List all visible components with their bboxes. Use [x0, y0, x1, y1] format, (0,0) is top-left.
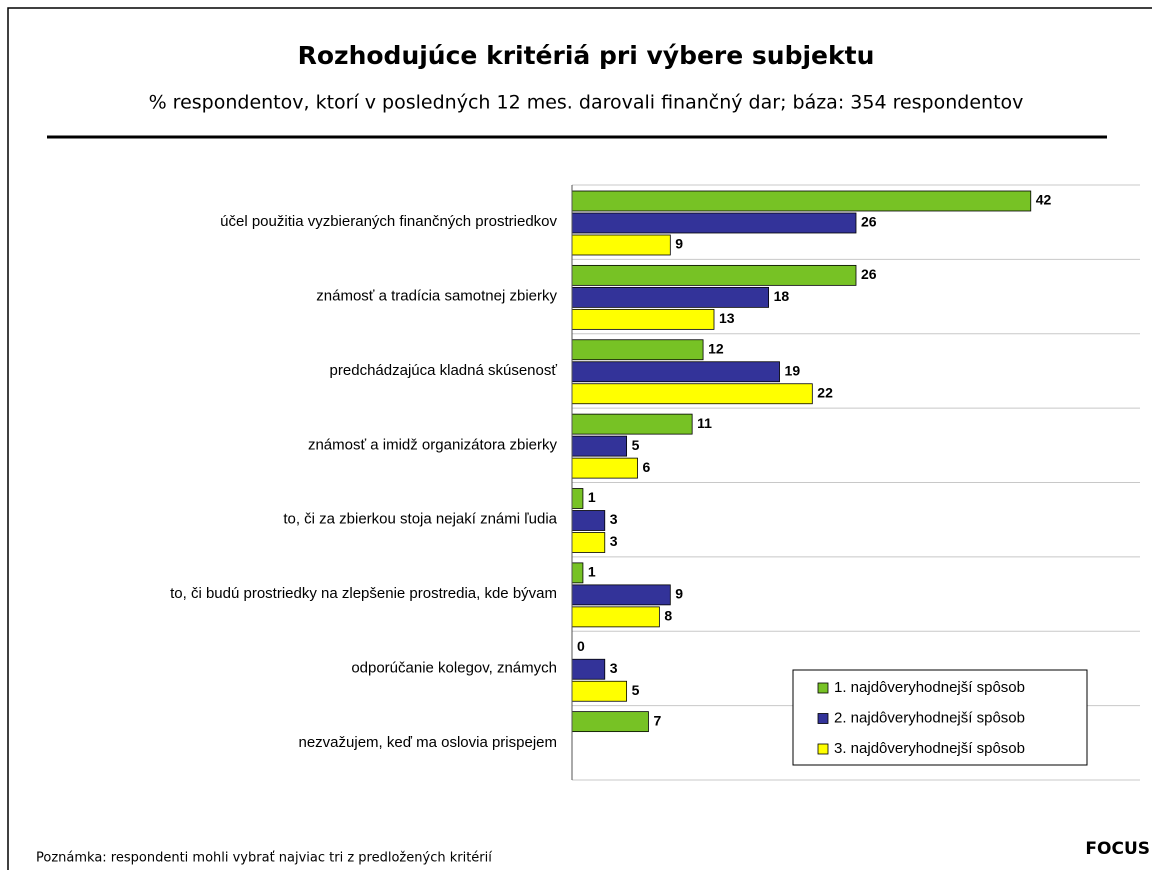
chart-subtitle: % respondentov, ktorí v posledných 12 me…	[149, 92, 1024, 114]
bar	[571, 711, 649, 733]
y-tick-label: účel použitia vyzbieraných finančných pr…	[220, 213, 557, 230]
bar	[571, 413, 693, 435]
bar	[571, 457, 638, 479]
value-label: 26	[861, 214, 877, 230]
value-label: 19	[785, 362, 801, 378]
bar	[571, 488, 584, 509]
value-label: 11	[697, 415, 712, 431]
legend-swatch	[817, 682, 829, 694]
bar	[571, 532, 606, 553]
bar	[571, 308, 715, 330]
bar	[571, 658, 606, 680]
value-label: 13	[719, 310, 735, 326]
bar	[571, 212, 857, 234]
y-tick-label: to, či budú prostriedky na zlepšenie pro…	[170, 585, 557, 602]
y-tick-label: predchádzajúca kladná skúsenosť	[330, 362, 558, 379]
bar	[571, 190, 1032, 212]
y-tick-label: odporúčanie kolegov, známych	[351, 659, 557, 676]
value-label: 7	[653, 712, 661, 728]
value-label: 0	[577, 638, 585, 654]
bar	[571, 510, 606, 531]
value-label: 8	[664, 608, 672, 624]
bar	[571, 383, 813, 405]
y-tick-label: známosť a tradícia samotnej zbierky	[316, 288, 557, 305]
brand: FOCUS	[1085, 839, 1150, 859]
value-label: 9	[675, 586, 683, 602]
value-label: 5	[632, 437, 640, 453]
legend-swatch	[817, 743, 829, 755]
y-tick-label: nezvažujem, keď ma oslovia prispejem	[299, 734, 558, 751]
y-tick-label: to, či za zbierkou stoja nejakí známi ľu…	[283, 511, 557, 528]
bar	[571, 606, 660, 628]
value-label: 5	[632, 682, 640, 698]
frame	[7, 7, 1152, 870]
value-label: 26	[861, 266, 877, 282]
value-label: 42	[1036, 192, 1052, 208]
bar	[571, 584, 671, 606]
bar	[571, 286, 770, 308]
legend-label: 2. najdôveryhodnejší spôsob	[834, 709, 1025, 726]
value-label: 9	[675, 236, 683, 252]
legend-label: 1. najdôveryhodnejší spôsob	[834, 679, 1025, 696]
y-tick-label: známosť a imidž organizátora zbierky	[308, 436, 558, 453]
value-label: 1	[588, 489, 596, 505]
bar	[571, 264, 857, 286]
value-label: 1	[588, 564, 596, 580]
value-label: 6	[643, 459, 651, 475]
value-label: 12	[708, 340, 724, 356]
legend-box	[792, 669, 1088, 766]
footnote: Poznámka: respondenti mohli vybrať najvi…	[36, 851, 492, 866]
bar	[571, 680, 628, 702]
bar	[571, 361, 780, 383]
legend-label: 3. najdôveryhodnejší spôsob	[834, 740, 1025, 757]
value-label: 18	[774, 288, 790, 304]
bar	[571, 435, 628, 457]
bar	[571, 562, 584, 584]
value-label: 3	[610, 660, 618, 676]
bar	[571, 339, 704, 361]
legend-swatch	[817, 713, 829, 724]
bar	[571, 234, 671, 256]
value-label: 3	[610, 533, 618, 549]
value-label: 22	[817, 384, 833, 400]
value-label: 3	[610, 511, 618, 527]
chart-title: Rozhodujúce kritériá pri výbere subjektu	[298, 41, 875, 70]
